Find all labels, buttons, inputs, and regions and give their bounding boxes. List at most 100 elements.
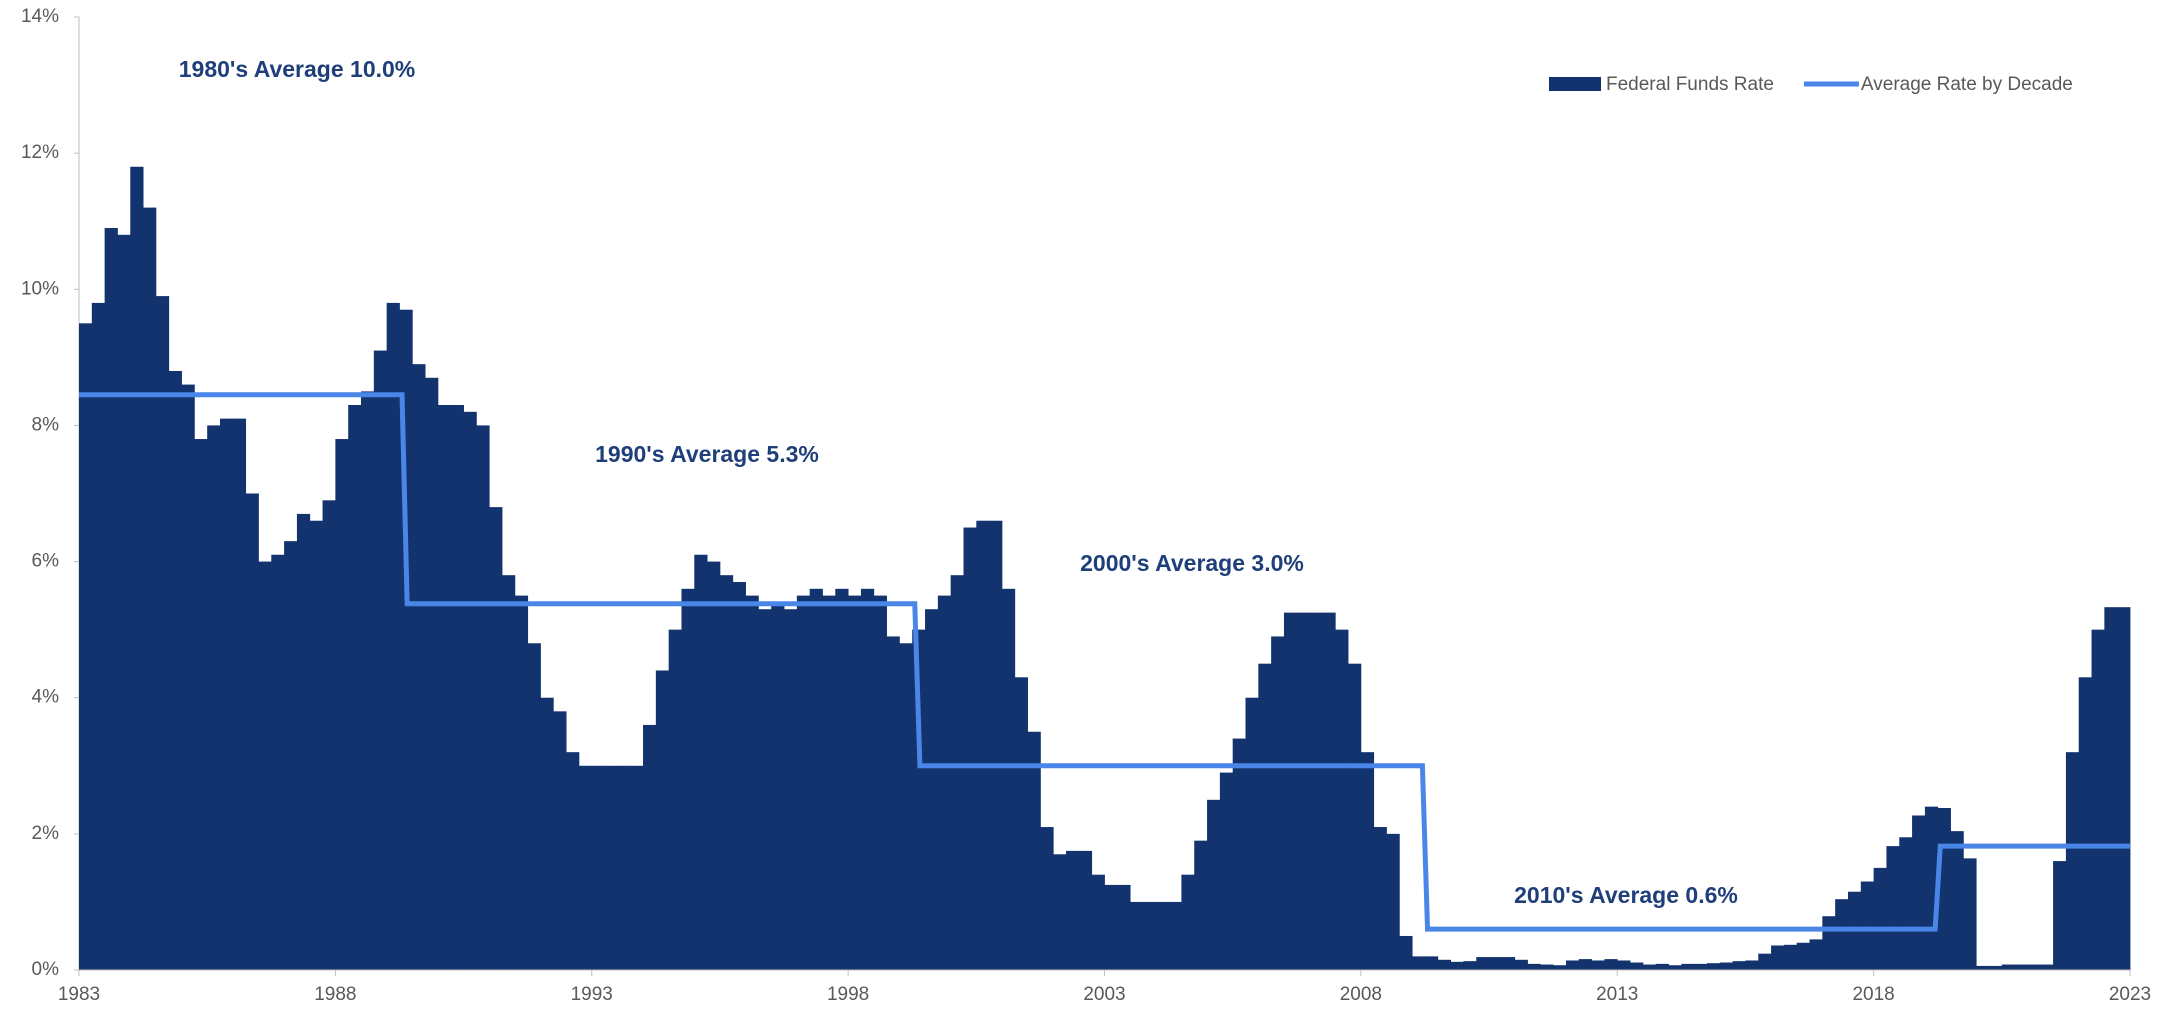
bar bbox=[1963, 858, 1977, 970]
bar bbox=[1796, 942, 1810, 970]
bar bbox=[604, 765, 618, 970]
bar bbox=[1540, 964, 1554, 970]
bar bbox=[860, 588, 875, 970]
bar bbox=[668, 629, 682, 970]
bar bbox=[989, 520, 1003, 970]
annotation: 2010's Average 0.6% bbox=[1514, 882, 1738, 908]
bar bbox=[1655, 963, 1669, 970]
bar bbox=[1271, 636, 1285, 970]
bar bbox=[1360, 752, 1375, 970]
bar bbox=[655, 670, 670, 970]
bar bbox=[450, 405, 464, 970]
bar bbox=[2117, 607, 2131, 970]
annotation: 2000's Average 3.0% bbox=[1080, 550, 1304, 576]
x-tick-label: 1993 bbox=[571, 984, 613, 1005]
bar bbox=[681, 588, 695, 970]
bar bbox=[386, 302, 400, 970]
bar bbox=[412, 364, 426, 970]
bar bbox=[809, 588, 823, 970]
bar bbox=[937, 595, 952, 970]
bar bbox=[719, 575, 734, 970]
bar bbox=[707, 561, 721, 970]
bar bbox=[1565, 960, 1580, 970]
bar bbox=[976, 520, 990, 970]
bar bbox=[1078, 850, 1093, 970]
bar bbox=[104, 228, 118, 970]
bar bbox=[1348, 663, 1362, 970]
x-tick-label: 2023 bbox=[2109, 984, 2151, 1005]
bar bbox=[1732, 961, 1746, 970]
y-tick-label: 10% bbox=[21, 278, 59, 299]
bar bbox=[1527, 963, 1541, 970]
bar bbox=[2104, 607, 2118, 970]
bar bbox=[79, 323, 93, 971]
bar bbox=[1155, 901, 1169, 970]
x-tick-label: 1988 bbox=[314, 984, 356, 1005]
bar bbox=[1771, 945, 1785, 970]
bar bbox=[1001, 588, 1016, 970]
bar bbox=[1014, 677, 1028, 970]
bar bbox=[1604, 959, 1618, 970]
bar bbox=[1630, 962, 1644, 970]
bar bbox=[143, 207, 157, 971]
bar bbox=[91, 302, 106, 970]
bar bbox=[322, 500, 336, 970]
bar bbox=[1142, 901, 1157, 970]
bar bbox=[1104, 884, 1118, 970]
bar bbox=[1642, 964, 1657, 970]
bar bbox=[643, 724, 657, 970]
bar bbox=[886, 636, 900, 970]
bar bbox=[784, 609, 798, 970]
bar bbox=[1424, 956, 1439, 970]
bar bbox=[1130, 901, 1144, 970]
legend-label: Federal Funds Rate bbox=[1606, 74, 1774, 95]
bar bbox=[2065, 752, 2080, 970]
bar bbox=[1912, 815, 1926, 970]
bar bbox=[694, 554, 708, 970]
bar bbox=[1027, 731, 1041, 970]
bar bbox=[2001, 964, 2016, 970]
bar bbox=[1219, 772, 1234, 970]
bar bbox=[348, 405, 362, 970]
y-tick-label: 12% bbox=[21, 142, 59, 163]
legend-label: Average Rate by Decade bbox=[1861, 74, 2073, 95]
bar bbox=[1745, 960, 1759, 970]
bar bbox=[1899, 837, 1913, 970]
bar bbox=[2053, 861, 2067, 970]
bar bbox=[1258, 663, 1272, 970]
bar bbox=[117, 234, 131, 971]
bar bbox=[155, 296, 170, 970]
bar bbox=[207, 425, 221, 970]
bar bbox=[578, 765, 593, 970]
bar bbox=[1578, 959, 1593, 970]
bar bbox=[899, 643, 913, 970]
bar bbox=[1399, 935, 1413, 970]
bar bbox=[950, 575, 964, 970]
bar bbox=[1976, 965, 1990, 970]
bar bbox=[2027, 964, 2041, 970]
y-tick-label: 6% bbox=[32, 551, 60, 572]
legend-swatch bbox=[1549, 77, 1601, 91]
bar bbox=[1681, 963, 1695, 970]
bar bbox=[437, 405, 452, 970]
bar bbox=[758, 609, 772, 970]
bar bbox=[463, 411, 477, 970]
bar bbox=[1040, 827, 1054, 970]
bar bbox=[502, 575, 516, 970]
bar bbox=[553, 711, 567, 970]
bar bbox=[1066, 850, 1080, 970]
bar bbox=[745, 595, 759, 970]
y-tick-label: 4% bbox=[32, 687, 60, 708]
bar bbox=[1514, 959, 1528, 970]
bar bbox=[1373, 827, 1387, 970]
bar bbox=[168, 370, 182, 970]
bar bbox=[591, 765, 605, 970]
bar bbox=[1758, 953, 1772, 970]
bar bbox=[771, 602, 785, 970]
x-tick-label: 2018 bbox=[1852, 984, 1894, 1005]
bar bbox=[1886, 846, 1900, 970]
bar bbox=[1553, 965, 1567, 970]
bar bbox=[1668, 965, 1682, 970]
